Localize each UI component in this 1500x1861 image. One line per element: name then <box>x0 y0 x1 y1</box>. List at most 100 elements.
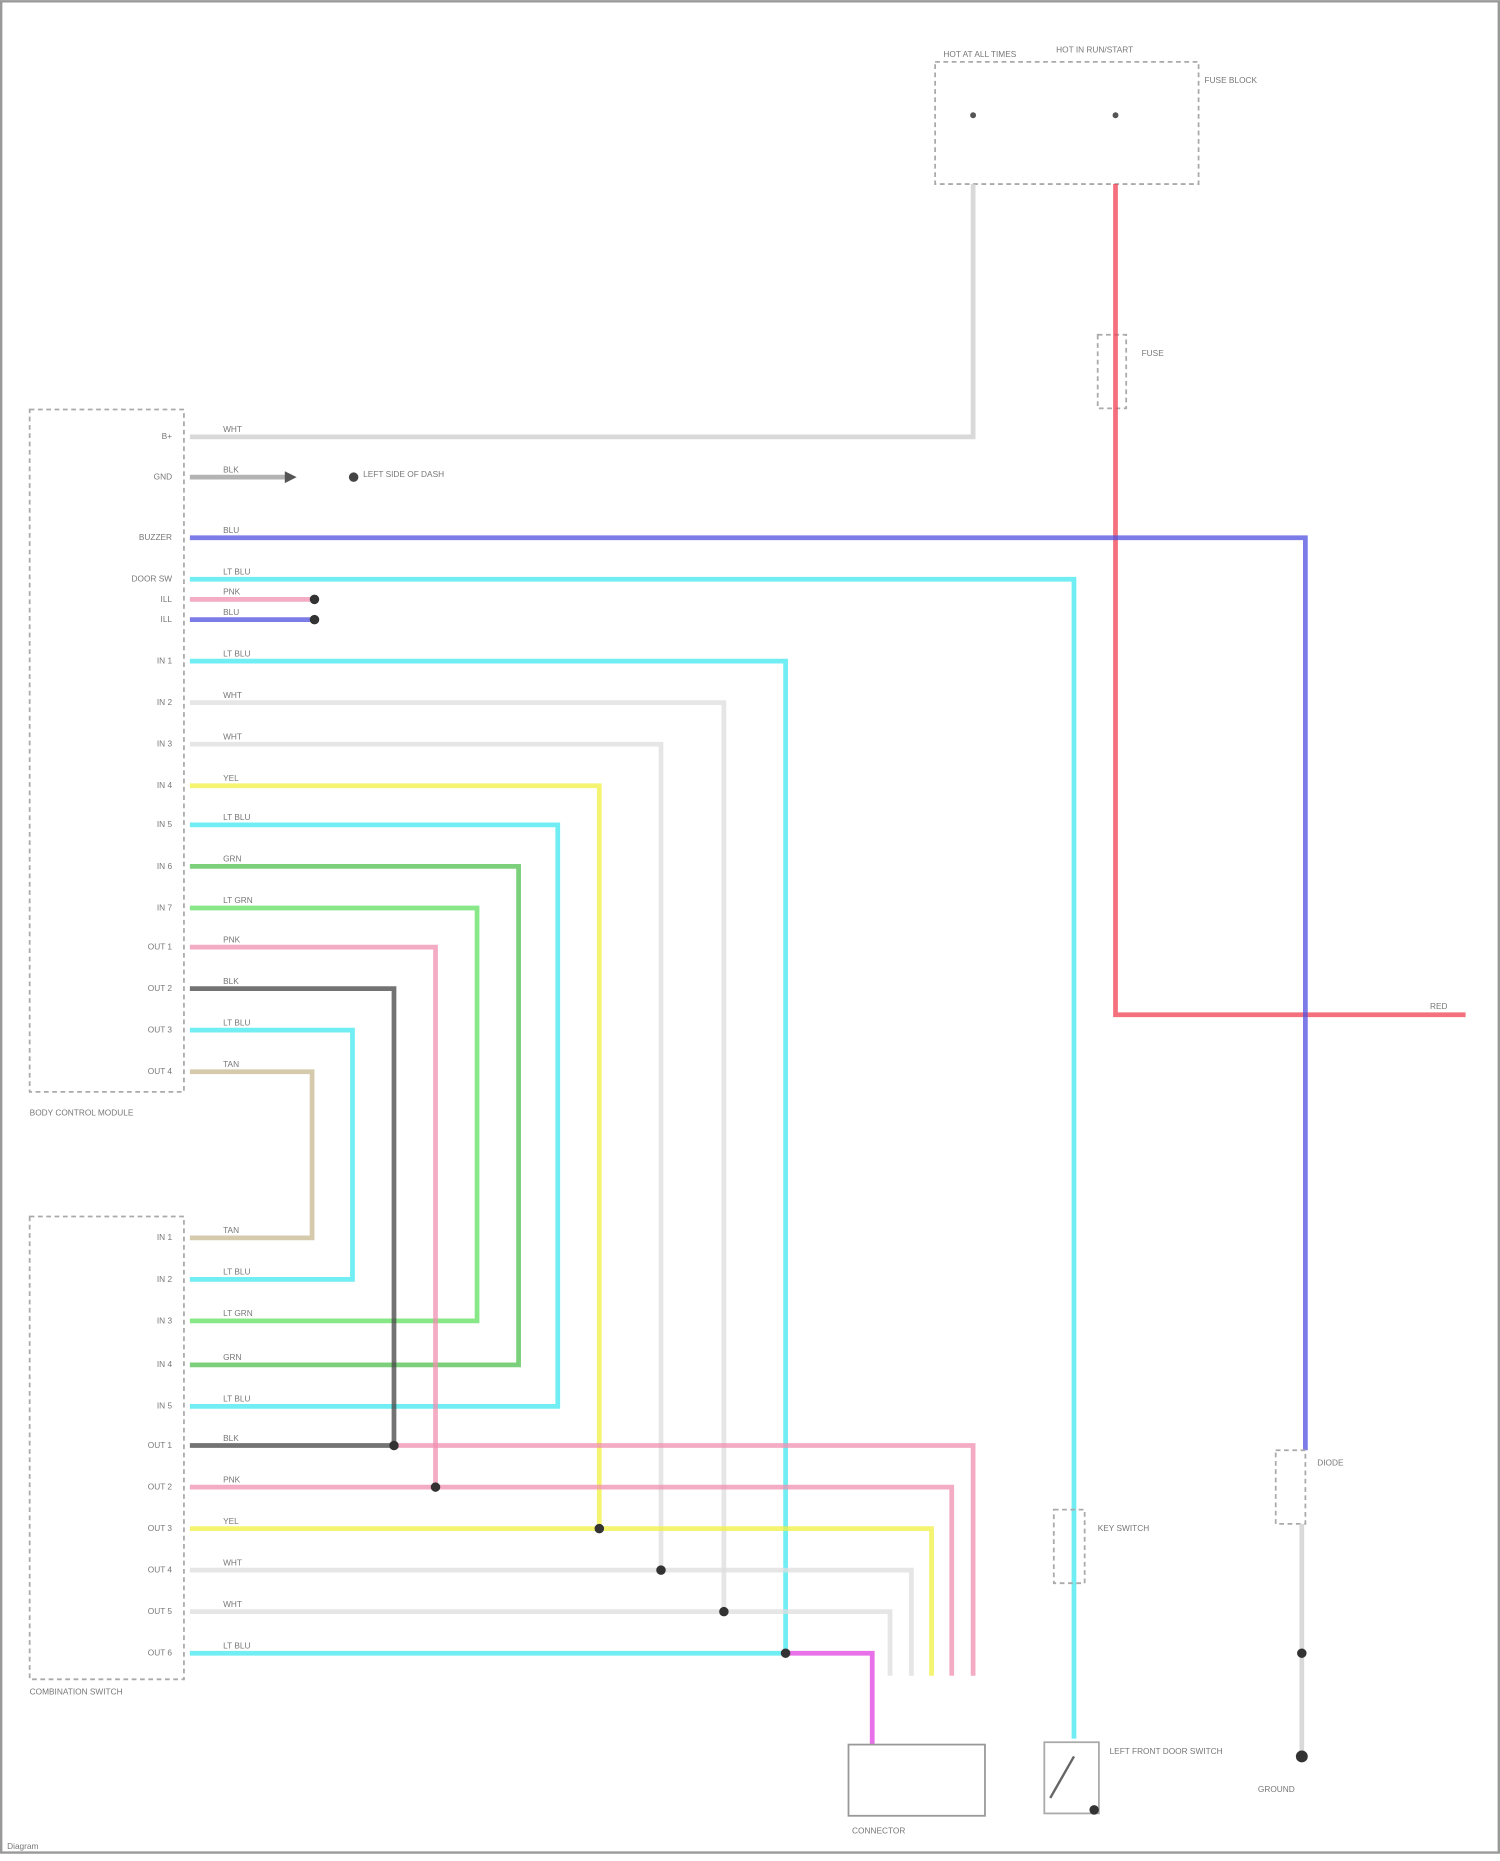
wire-combo-pink-2 <box>189 1484 955 1676</box>
ground-dot <box>1295 1750 1308 1763</box>
pin-label: DOOR SW <box>132 574 173 584</box>
wire-cyan-3 <box>189 1027 355 1282</box>
pin-label: IN 1 <box>157 655 173 665</box>
pin-label: OUT 2 <box>148 1481 173 1491</box>
pin-label: ILL <box>161 614 173 624</box>
footer-label: Diagram <box>7 1841 38 1851</box>
fuse-hot-label: HOT AT ALL TIMES <box>943 49 1016 59</box>
pin-label: OUT 6 <box>148 1648 173 1658</box>
combo-switch-label: COMBINATION SWITCH <box>30 1687 123 1697</box>
wire-red-run <box>1113 184 1466 1018</box>
splice-dot <box>309 594 320 605</box>
wire-color-label: WHT <box>223 1599 242 1609</box>
connector-arrow <box>284 471 297 484</box>
pin-label: OUT 3 <box>148 1523 173 1533</box>
pin-label: IN 6 <box>157 861 173 871</box>
wire-color-label: LT GRN <box>223 895 253 905</box>
pin-label: IN 2 <box>157 1274 173 1284</box>
pin-label: OUT 3 <box>148 1025 173 1035</box>
wire-color-label: YEL <box>223 773 239 783</box>
wire-color-label: PNK <box>223 1474 241 1484</box>
wire-color-label: BLU <box>223 607 239 617</box>
wire-color-label: LT GRN <box>223 1308 253 1318</box>
wire-white-b-plus <box>189 184 976 440</box>
connector-block <box>847 1743 986 1817</box>
pin-label: IN 5 <box>157 819 173 829</box>
wire-yellow <box>189 783 602 1529</box>
wire-color-label: LT BLU <box>223 812 250 822</box>
pin-label: OUT 1 <box>148 941 173 951</box>
pin-label: BUZZER <box>139 532 172 542</box>
wire-color-label: BLK <box>223 1433 239 1443</box>
pin-label: IN 1 <box>157 1232 173 1242</box>
wire-combo-pink-1 <box>393 1443 976 1676</box>
wire-color-label: BLU <box>223 525 239 535</box>
wire-black <box>189 986 397 1446</box>
splice-dot <box>1297 1648 1307 1658</box>
wire-color-label: TAN <box>223 1225 239 1235</box>
pin-label: OUT 4 <box>148 1565 173 1575</box>
wire-color-label: PNK <box>223 934 241 944</box>
bcm-module <box>28 408 185 1093</box>
door-switch-label: LEFT FRONT DOOR SWITCH <box>1110 1746 1223 1756</box>
fuse-block-label: FUSE BLOCK <box>1205 75 1258 85</box>
key-switch <box>1052 1508 1086 1585</box>
wire-white-1 <box>189 700 727 1612</box>
pin-label: IN 7 <box>157 902 173 912</box>
combination-switch <box>28 1215 185 1681</box>
inline-fuse-label: FUSE <box>1142 348 1165 358</box>
connector-label: CONNECTOR <box>852 1826 905 1836</box>
diode-label: DIODE <box>1317 1458 1344 1468</box>
pin-label: IN 4 <box>157 1359 173 1369</box>
wire-color-label: WHT <box>223 424 242 434</box>
wire-color-label: WHT <box>223 690 242 700</box>
wire-color-label: GRN <box>223 854 241 864</box>
wire-color-label: WHT <box>223 1557 242 1567</box>
pin-label: OUT 1 <box>148 1440 173 1450</box>
wire-color-label: GRN <box>223 1352 241 1362</box>
wire-color-label: LT BLU <box>223 1017 250 1027</box>
pin-label: IN 4 <box>157 780 173 790</box>
wire-color-label: BLK <box>223 464 239 474</box>
key-switch-label: KEY SWITCH <box>1098 1523 1149 1533</box>
ground-left-label: LEFT SIDE OF DASH <box>363 469 444 479</box>
wire-color-label: LT BLU <box>223 566 250 576</box>
wire-color-label: TAN <box>223 1059 239 1069</box>
wire-magenta <box>785 1650 875 1745</box>
wire-color-label: YEL <box>223 1516 239 1526</box>
pin-label: IN 3 <box>157 1315 173 1325</box>
wire-pink <box>189 944 438 1488</box>
pin-label: OUT 2 <box>148 983 173 993</box>
pin-label: IN 3 <box>157 739 173 749</box>
wire-color-label: PNK <box>223 587 241 597</box>
wire-white-2 <box>189 741 664 1571</box>
wire-color-label: BLK <box>223 976 239 986</box>
fuse-terminal <box>1112 112 1119 119</box>
wire-color-label: LT BLU <box>223 1640 250 1650</box>
pin-label: ILL <box>161 594 173 604</box>
output-label: RED <box>1430 1001 1448 1011</box>
wire-tan <box>189 1069 315 1241</box>
pin-label: OUT 5 <box>148 1606 173 1616</box>
ground-dot <box>348 472 359 482</box>
pin-label: GND <box>154 472 172 482</box>
wire-combo-yellow <box>189 1526 934 1676</box>
door-switch <box>1043 1741 1100 1815</box>
wire-blue-buzzer <box>189 535 1308 1451</box>
wire-cyan-1 <box>189 658 788 1654</box>
splice-dots <box>389 1440 791 1658</box>
pin-label: IN 5 <box>157 1401 173 1411</box>
fuse-block <box>934 60 1200 185</box>
pin-label: IN 2 <box>157 697 173 707</box>
ground-dot <box>1089 1805 1099 1815</box>
splice-dot <box>309 614 320 625</box>
ground-right-label: GROUND <box>1258 1784 1295 1794</box>
wire-green <box>189 864 521 1368</box>
wire-cyan-2 <box>189 822 561 1409</box>
wire-color-label: LT BLU <box>223 1267 250 1277</box>
pin-label: B+ <box>162 431 173 441</box>
wire-color-label: LT BLU <box>223 648 250 658</box>
wire-cyan-door <box>189 576 1077 1739</box>
